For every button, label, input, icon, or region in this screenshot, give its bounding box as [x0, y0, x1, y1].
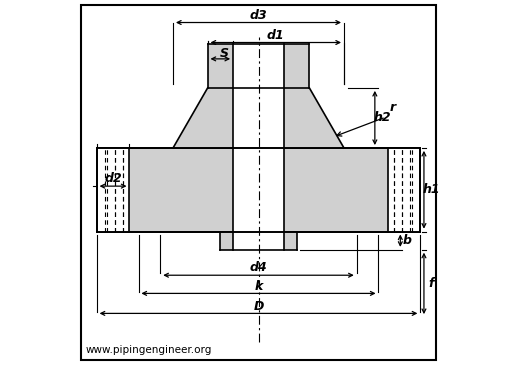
- Text: d1: d1: [267, 30, 285, 42]
- Text: f: f: [429, 277, 434, 290]
- Text: h2: h2: [374, 111, 392, 124]
- Text: h1: h1: [422, 183, 440, 196]
- Bar: [388, 148, 420, 231]
- Text: k: k: [254, 280, 263, 293]
- Text: S: S: [219, 47, 229, 60]
- Bar: [97, 148, 420, 231]
- Text: d3: d3: [250, 9, 267, 22]
- Text: r: r: [389, 101, 396, 114]
- Bar: [208, 44, 309, 88]
- Bar: [233, 44, 284, 250]
- Text: d2: d2: [104, 172, 122, 185]
- Bar: [220, 231, 297, 250]
- Polygon shape: [173, 88, 344, 148]
- Text: d4: d4: [250, 261, 267, 274]
- Text: www.pipingengineer.org: www.pipingengineer.org: [86, 345, 212, 355]
- Text: D: D: [253, 300, 264, 313]
- Bar: [97, 148, 129, 231]
- Text: b: b: [402, 234, 412, 247]
